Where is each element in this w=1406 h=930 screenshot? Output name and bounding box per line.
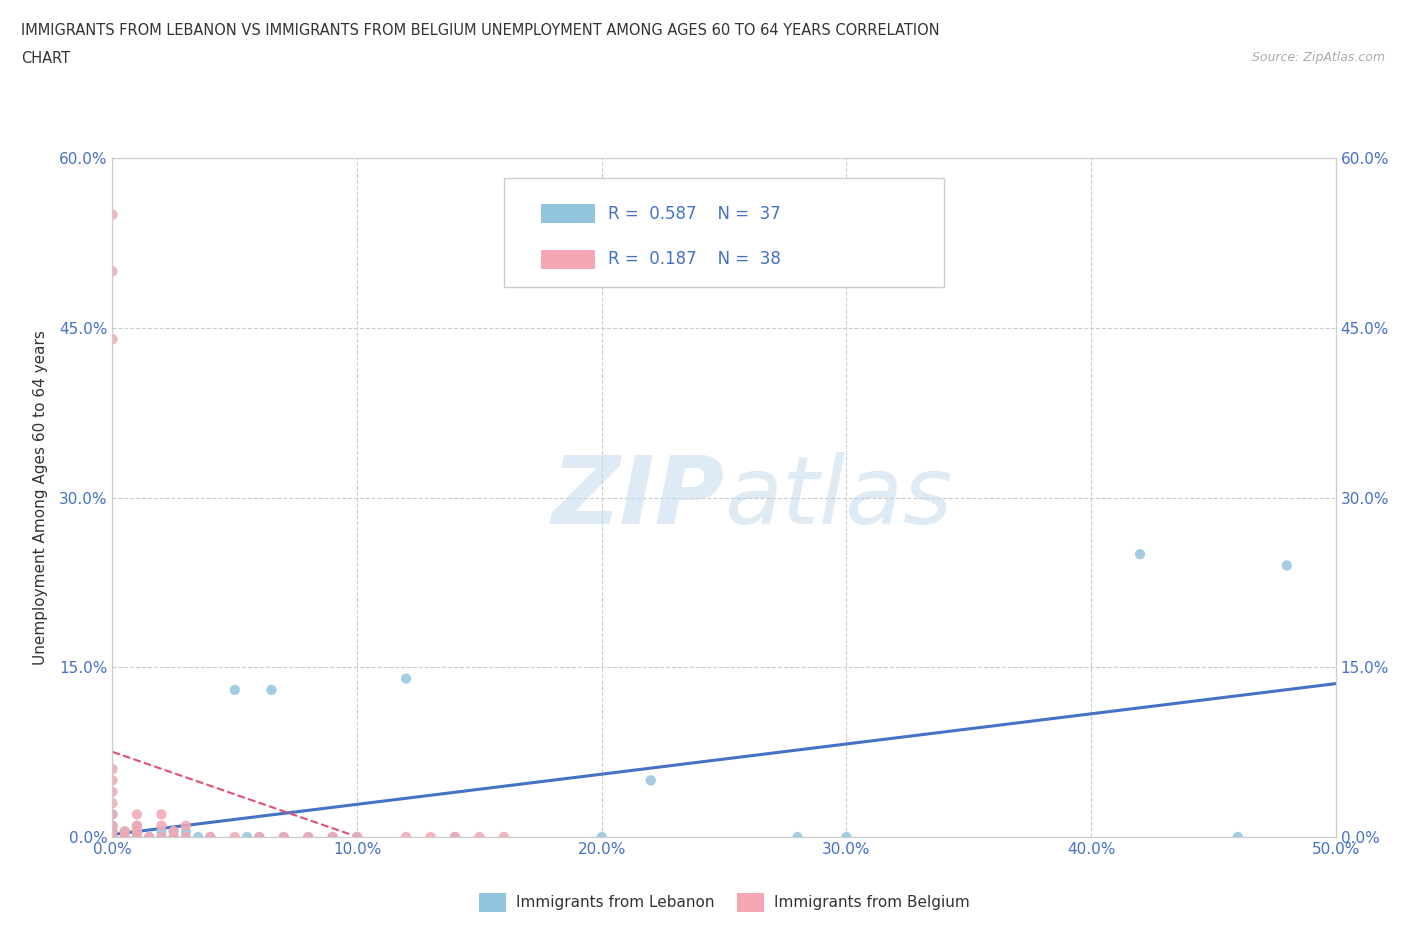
Point — [101, 830, 124, 844]
Point — [273, 830, 295, 844]
Point — [101, 773, 124, 788]
FancyBboxPatch shape — [503, 179, 945, 287]
Point — [138, 830, 160, 844]
Point — [125, 830, 148, 844]
Point — [150, 830, 173, 844]
Text: ZIP: ZIP — [551, 452, 724, 543]
Point — [640, 773, 662, 788]
Point — [138, 830, 160, 844]
Point — [101, 818, 124, 833]
Point — [114, 830, 136, 844]
Text: R =  0.587    N =  37: R = 0.587 N = 37 — [607, 205, 780, 223]
Point — [150, 807, 173, 822]
Point — [125, 830, 148, 844]
Text: CHART: CHART — [21, 51, 70, 66]
Point — [247, 830, 270, 844]
Point — [114, 824, 136, 839]
Point — [468, 830, 491, 844]
Point — [835, 830, 858, 844]
Point — [125, 818, 148, 833]
Point — [786, 830, 808, 844]
FancyBboxPatch shape — [541, 250, 595, 269]
Point — [101, 824, 124, 839]
Point — [419, 830, 441, 844]
Point — [125, 807, 148, 822]
Point — [247, 830, 270, 844]
Point — [101, 830, 124, 844]
Point — [150, 824, 173, 839]
Point — [163, 824, 186, 839]
Point — [101, 807, 124, 822]
Point — [101, 784, 124, 799]
Y-axis label: Unemployment Among Ages 60 to 64 years: Unemployment Among Ages 60 to 64 years — [32, 330, 48, 665]
Point — [1129, 547, 1152, 562]
Point — [273, 830, 295, 844]
Point — [125, 818, 148, 833]
Point — [200, 830, 222, 844]
Text: Source: ZipAtlas.com: Source: ZipAtlas.com — [1251, 51, 1385, 64]
Point — [322, 830, 344, 844]
Point — [101, 762, 124, 777]
Point — [101, 824, 124, 839]
Text: IMMIGRANTS FROM LEBANON VS IMMIGRANTS FROM BELGIUM UNEMPLOYMENT AMONG AGES 60 TO: IMMIGRANTS FROM LEBANON VS IMMIGRANTS FR… — [21, 23, 939, 38]
Point — [322, 830, 344, 844]
Point — [297, 830, 319, 844]
Point — [187, 830, 209, 844]
Point — [125, 824, 148, 839]
Point — [1275, 558, 1298, 573]
Text: atlas: atlas — [724, 452, 952, 543]
Point — [163, 830, 186, 844]
Point — [114, 824, 136, 839]
Point — [163, 830, 186, 844]
Point — [101, 332, 124, 347]
Point — [101, 264, 124, 279]
Point — [444, 830, 467, 844]
Point — [200, 830, 222, 844]
Point — [492, 830, 515, 844]
Legend: Immigrants from Lebanon, Immigrants from Belgium: Immigrants from Lebanon, Immigrants from… — [472, 887, 976, 918]
Point — [101, 830, 124, 844]
Point — [163, 824, 186, 839]
Point — [236, 830, 259, 844]
Point — [174, 830, 197, 844]
Point — [101, 830, 124, 844]
Point — [101, 807, 124, 822]
Point — [150, 830, 173, 844]
Point — [125, 830, 148, 844]
Point — [150, 818, 173, 833]
Point — [346, 830, 368, 844]
Point — [224, 683, 246, 698]
Point — [591, 830, 613, 844]
Point — [114, 830, 136, 844]
Point — [101, 207, 124, 222]
Point — [1226, 830, 1249, 844]
Point — [174, 818, 197, 833]
Point — [260, 683, 283, 698]
Point — [174, 824, 197, 839]
Point — [395, 671, 418, 686]
Point — [395, 830, 418, 844]
Point — [444, 830, 467, 844]
Point — [346, 830, 368, 844]
Point — [174, 830, 197, 844]
Point — [101, 818, 124, 833]
Point — [224, 830, 246, 844]
Text: R =  0.187    N =  38: R = 0.187 N = 38 — [607, 250, 780, 269]
FancyBboxPatch shape — [541, 205, 595, 223]
Point — [125, 824, 148, 839]
Point — [297, 830, 319, 844]
Point — [101, 796, 124, 811]
